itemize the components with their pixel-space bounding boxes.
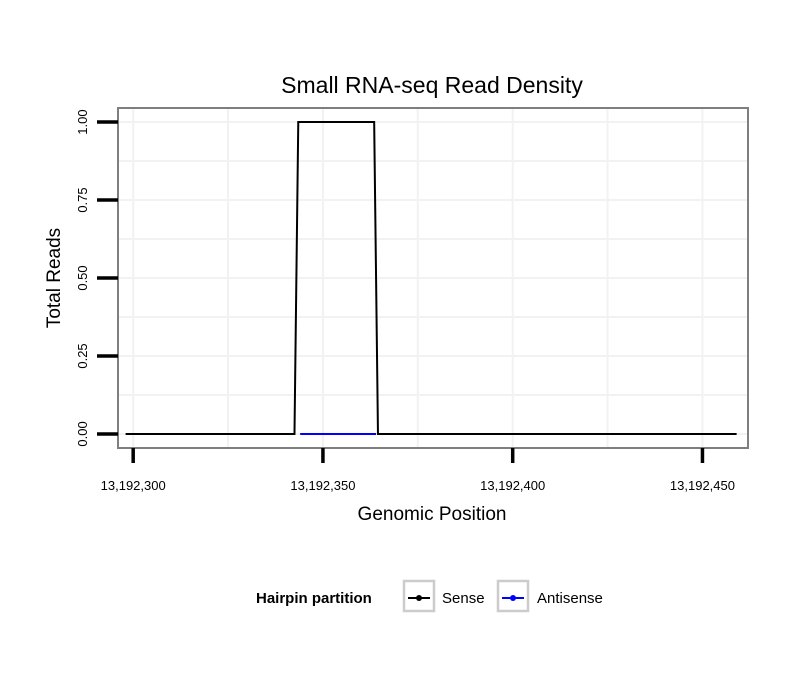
- x-tick-label: 13,192,350: [290, 478, 355, 493]
- y-axis-title: Total Reads: [44, 228, 65, 328]
- y-tick-label: 0.50: [75, 265, 90, 290]
- series-layer: [125, 121, 737, 435]
- legend-label-antisense: Antisense: [537, 590, 603, 607]
- legend-label-sense: Sense: [442, 590, 485, 607]
- series-line-sense: [125, 121, 737, 435]
- axes: 13,192,300 13,192,350 13,192,400 13,192,450…: [75, 109, 735, 493]
- y-tick-label: 0.75: [75, 187, 90, 212]
- y-tick-label: 1.00: [75, 109, 90, 134]
- x-tick-label: 13,192,400: [480, 478, 545, 493]
- legend-key-sense: [402, 579, 436, 613]
- legend-key-sense-point: [416, 595, 422, 601]
- legend-key-antisense-point: [510, 595, 516, 601]
- y-tick-label: 0.00: [75, 421, 90, 446]
- chart-title: Small RNA-seq Read Density: [281, 72, 583, 98]
- x-tick-label: 13,192,300: [101, 478, 166, 493]
- y-tick-label: 0.25: [75, 343, 90, 368]
- legend-title: Hairpin partition: [256, 590, 372, 607]
- legend-key-antisense: [496, 579, 530, 613]
- x-tick-label: 13,192,450: [670, 478, 735, 493]
- x-axis-title: Genomic Position: [358, 504, 507, 525]
- legend: Hairpin partition Sense Antisense: [256, 579, 603, 613]
